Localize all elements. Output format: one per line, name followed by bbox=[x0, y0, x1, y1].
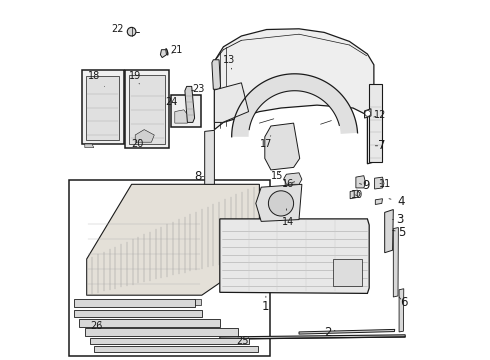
Polygon shape bbox=[74, 299, 195, 307]
Bar bbox=[171, 95, 201, 127]
Bar bbox=[194, 299, 201, 305]
Bar bbox=[125, 70, 169, 148]
Polygon shape bbox=[393, 228, 398, 297]
Polygon shape bbox=[215, 83, 248, 122]
Polygon shape bbox=[212, 60, 220, 89]
Polygon shape bbox=[365, 109, 371, 118]
Text: 17: 17 bbox=[260, 136, 273, 149]
Polygon shape bbox=[215, 29, 374, 164]
Polygon shape bbox=[185, 86, 195, 122]
Polygon shape bbox=[374, 177, 384, 189]
Text: 11: 11 bbox=[379, 179, 392, 189]
Polygon shape bbox=[85, 144, 94, 148]
Text: 8: 8 bbox=[194, 170, 204, 183]
Polygon shape bbox=[94, 346, 258, 352]
Text: 5: 5 bbox=[392, 226, 405, 239]
Text: 1: 1 bbox=[262, 296, 270, 313]
Polygon shape bbox=[399, 289, 404, 332]
Polygon shape bbox=[385, 210, 393, 253]
Bar bbox=[369, 84, 382, 162]
Text: 14: 14 bbox=[282, 209, 294, 227]
Text: 9: 9 bbox=[360, 179, 369, 192]
Text: 20: 20 bbox=[131, 139, 143, 149]
Bar bbox=[82, 70, 123, 144]
Polygon shape bbox=[350, 190, 360, 199]
Text: 2: 2 bbox=[324, 327, 335, 339]
Circle shape bbox=[365, 111, 370, 116]
Text: 21: 21 bbox=[171, 45, 183, 55]
Bar bbox=[333, 259, 362, 286]
Polygon shape bbox=[256, 184, 302, 221]
Polygon shape bbox=[79, 319, 220, 327]
Text: 18: 18 bbox=[88, 71, 104, 86]
Text: 25: 25 bbox=[237, 336, 249, 346]
Text: 22: 22 bbox=[111, 24, 123, 34]
Circle shape bbox=[127, 27, 136, 36]
Polygon shape bbox=[299, 329, 395, 334]
Text: 26: 26 bbox=[91, 321, 103, 331]
Polygon shape bbox=[90, 338, 248, 344]
Polygon shape bbox=[205, 130, 215, 184]
Polygon shape bbox=[265, 123, 300, 170]
Text: 15: 15 bbox=[271, 171, 284, 181]
Text: 3: 3 bbox=[392, 213, 403, 226]
Polygon shape bbox=[375, 199, 383, 204]
Polygon shape bbox=[74, 310, 202, 317]
Polygon shape bbox=[160, 50, 167, 58]
Polygon shape bbox=[356, 176, 366, 188]
Text: 6: 6 bbox=[399, 296, 407, 309]
Text: 7: 7 bbox=[375, 139, 386, 152]
Polygon shape bbox=[284, 173, 302, 184]
Circle shape bbox=[269, 191, 294, 216]
Polygon shape bbox=[87, 184, 259, 295]
Text: 4: 4 bbox=[389, 195, 405, 208]
Polygon shape bbox=[175, 110, 190, 123]
Polygon shape bbox=[135, 130, 154, 142]
Bar bbox=[69, 180, 270, 356]
Text: 23: 23 bbox=[192, 84, 204, 94]
Text: 19: 19 bbox=[129, 71, 141, 84]
Text: 16: 16 bbox=[282, 179, 294, 189]
Polygon shape bbox=[232, 74, 358, 137]
Text: 13: 13 bbox=[223, 55, 235, 69]
Polygon shape bbox=[220, 335, 405, 339]
Polygon shape bbox=[85, 328, 238, 336]
Polygon shape bbox=[220, 219, 369, 293]
Text: 12: 12 bbox=[374, 110, 386, 120]
Text: 24: 24 bbox=[165, 96, 177, 107]
Polygon shape bbox=[129, 75, 165, 144]
Text: 10: 10 bbox=[350, 190, 363, 201]
Polygon shape bbox=[86, 76, 119, 140]
